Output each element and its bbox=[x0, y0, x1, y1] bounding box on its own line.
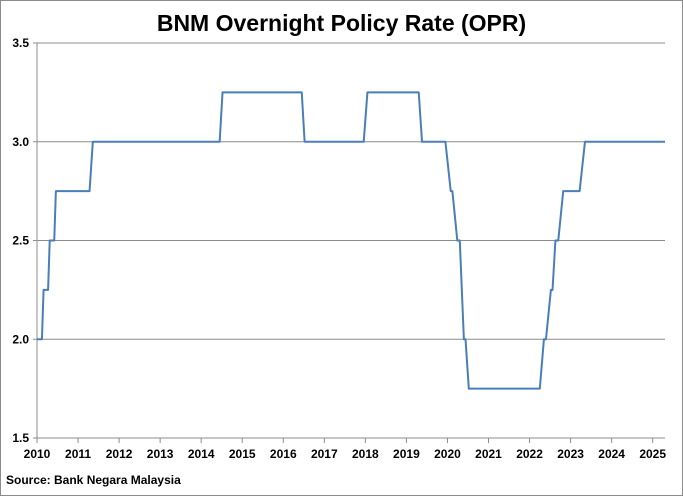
x-tick-label-1: 2011 bbox=[65, 447, 91, 461]
x-tick-label-13: 2023 bbox=[557, 447, 584, 461]
x-tick-label-5: 2015 bbox=[229, 447, 256, 461]
chart-title: BNM Overnight Policy Rate (OPR) bbox=[157, 10, 526, 36]
y-tick-label-0: 1.5 bbox=[12, 431, 29, 445]
x-tick-label-11: 2021 bbox=[475, 447, 502, 461]
x-tick-label-12: 2022 bbox=[516, 447, 543, 461]
x-tick-label-15: 2025 bbox=[639, 447, 666, 461]
x-tick-label-6: 2016 bbox=[270, 447, 297, 461]
x-tick-label-10: 2020 bbox=[434, 447, 461, 461]
y-tick-label-1: 2.0 bbox=[12, 332, 29, 346]
x-tick-label-2: 2012 bbox=[106, 447, 133, 461]
x-tick-label-14: 2024 bbox=[598, 447, 625, 461]
axes bbox=[33, 42, 665, 443]
source-note: Source: Bank Negara Malaysia bbox=[6, 473, 181, 487]
x-tick-labels: 2010 2011 2012 2013 2014 2015 2016 2017 2018 2019… bbox=[24, 447, 667, 461]
y-tick-labels: 1.5 2.0 2.5 3.0 3.5 bbox=[12, 36, 29, 445]
x-tick-label-7: 2017 bbox=[311, 447, 338, 461]
x-tick-label-0: 2010 bbox=[24, 447, 51, 461]
x-tick-label-3: 2013 bbox=[147, 447, 174, 461]
series-line-0 bbox=[37, 91, 665, 390]
x-tick-label-8: 2018 bbox=[352, 447, 379, 461]
x-tick-label-9: 2019 bbox=[393, 447, 420, 461]
y-tick-label-3: 3.0 bbox=[12, 135, 29, 149]
y-tick-label-2: 2.5 bbox=[12, 234, 29, 248]
series-layer bbox=[37, 91, 665, 390]
x-tick-label-4: 2014 bbox=[188, 447, 215, 461]
y-tick-label-4: 3.5 bbox=[12, 36, 29, 50]
